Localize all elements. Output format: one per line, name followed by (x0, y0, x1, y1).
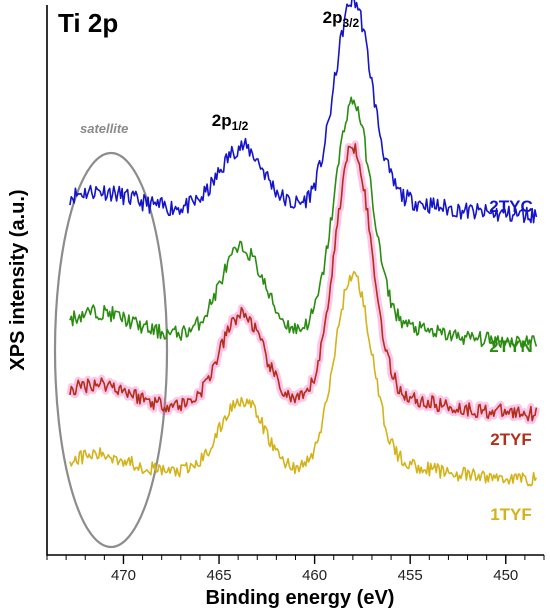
peak-label: 2p3/2 (323, 8, 360, 30)
peak-label-main: 2p (212, 111, 232, 130)
series-line-2tyn (69, 96, 538, 348)
label-group: Ti 2p Binding energy (eV) XPS intensity … (7, 8, 533, 609)
series-line-2tyc (69, 0, 538, 224)
annotation-group: satellite (53, 121, 169, 549)
satellite-label: satellite (80, 121, 128, 136)
y-axis-title: XPS intensity (a.u.) (7, 189, 29, 370)
peak-label: 2p1/2 (212, 111, 249, 133)
x-axis-title: Binding energy (eV) (206, 587, 395, 609)
peak-label-subscript: 3/2 (343, 16, 360, 30)
x-tick-label: 460 (302, 567, 327, 584)
peak-label-main: 2p (323, 8, 343, 27)
series-label-2tyf: 2TYF (490, 430, 532, 449)
series-label-2tyn: 2TYN (489, 337, 532, 356)
axes-group: 470 465 460 455 450 (46, 5, 545, 584)
chart-title: Ti 2p (58, 8, 118, 38)
x-tick-label: 450 (493, 567, 518, 584)
series-line-2tyf (69, 143, 538, 422)
series-line-1tyf (69, 270, 538, 487)
peak-label-subscript: 1/2 (232, 119, 249, 133)
x-tick-label: 465 (207, 567, 232, 584)
x-tick-label: 470 (111, 567, 136, 584)
series-group (66, 0, 540, 487)
series-label-1tyf: 1TYF (490, 505, 532, 524)
x-tick-label: 455 (398, 567, 423, 584)
series-label-2tyc: 2TYC (489, 197, 532, 216)
satellite-ellipse (53, 151, 169, 549)
series-glow-2tyf (66, 140, 540, 425)
